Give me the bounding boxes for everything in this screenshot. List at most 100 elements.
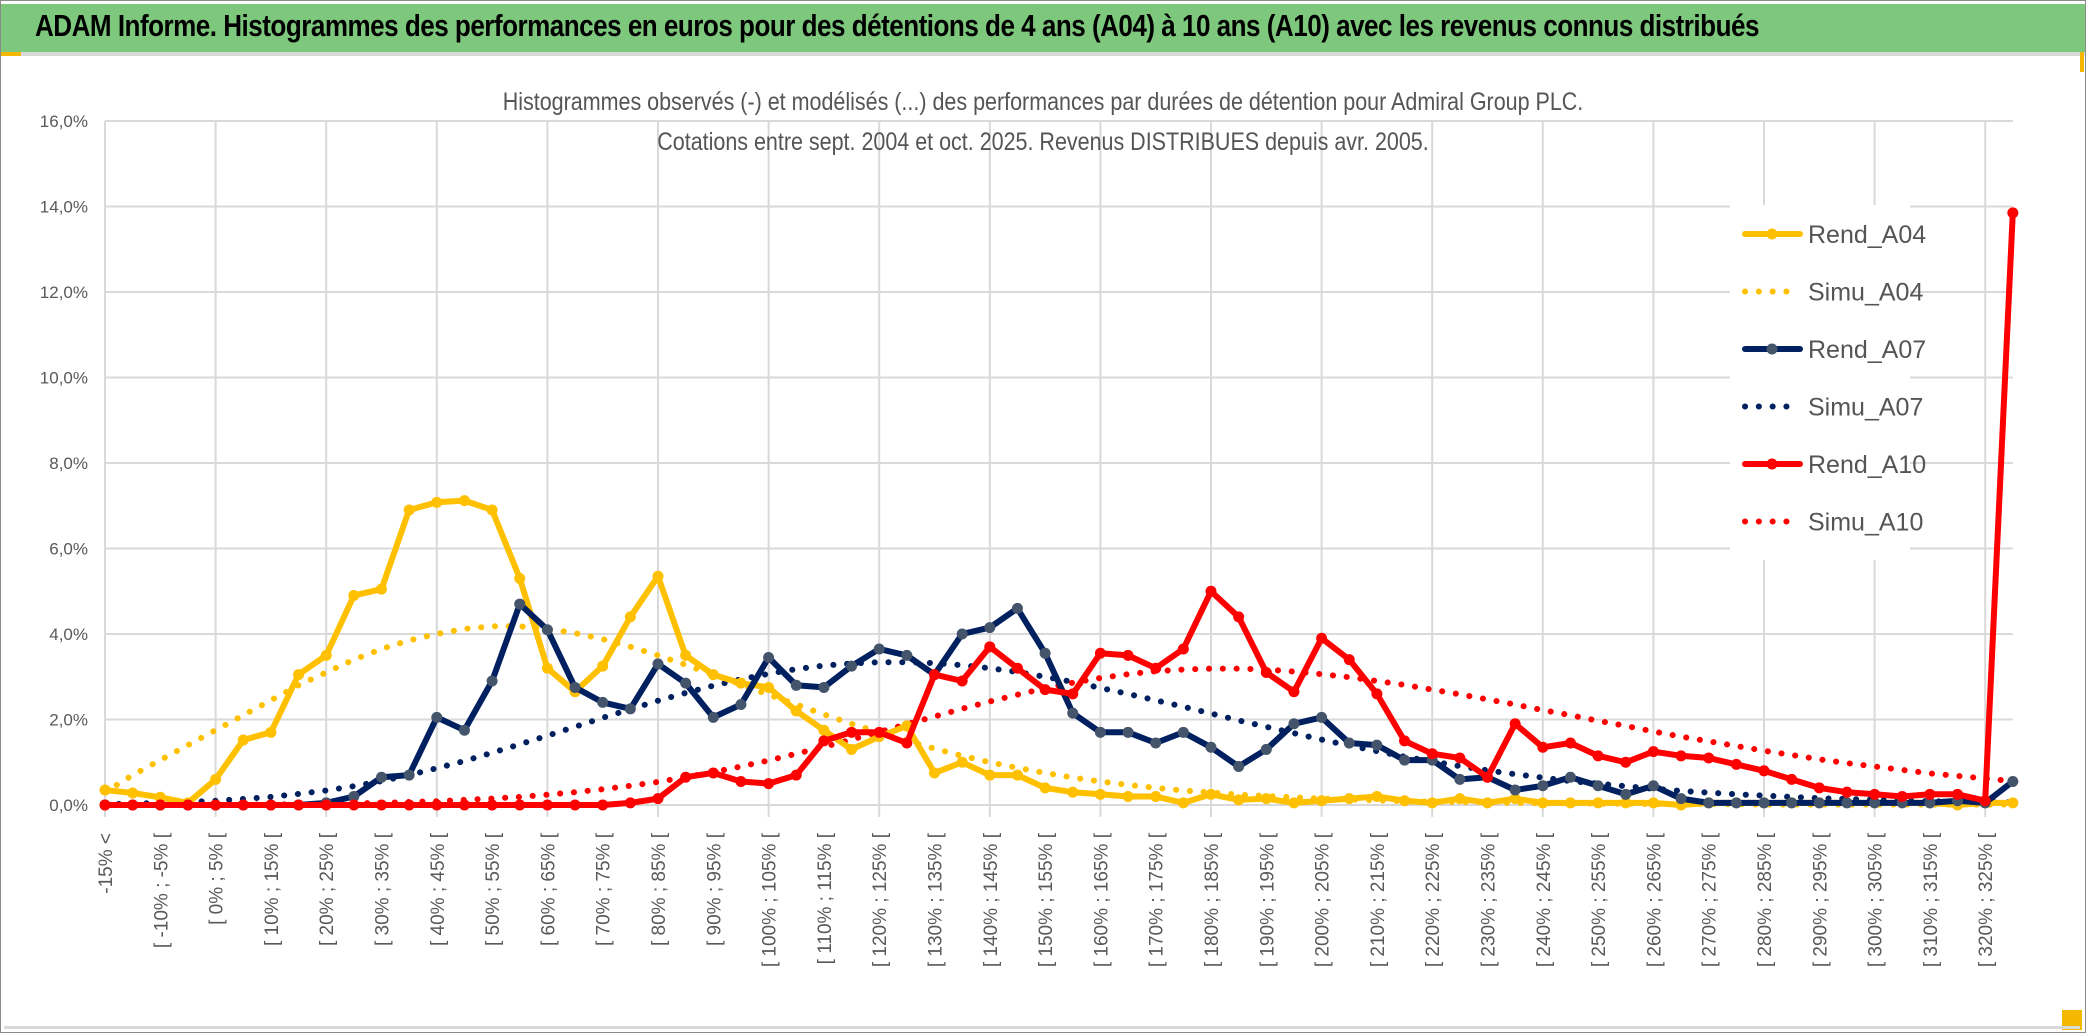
point-Rend_A07 [1011,602,1023,614]
point-Rend_A04 [597,660,609,672]
point-Rend_A07 [1094,726,1106,738]
point-Rend_A04 [1288,797,1300,809]
point-Rend_A10 [929,669,940,681]
point-Rend_A10 [1039,684,1051,696]
point-Rend_A07 [1620,788,1632,800]
point-Rend_A07 [1371,739,1383,751]
point-Rend_A10 [265,799,277,811]
point-Rend_A10 [956,675,968,687]
point-Rend_A07 [2007,775,2019,787]
point-Rend_A10 [1399,735,1411,747]
point-Rend_A04 [265,726,277,738]
point-Rend_A10 [846,726,858,738]
point-Rend_A04 [293,669,305,681]
x-tick-label: [ 100% ; 105% [ [760,832,781,967]
x-tick-label: [ 260% ; 265% [ [1644,832,1665,967]
page-title: ADAM Informe. Histogrammes des performan… [35,8,1759,43]
x-axis: -15% < [ -10% ; -5% [[ 0% ; 5% [[ 10% ; 1… [96,832,1997,967]
point-Rend_A04 [431,496,443,508]
point-Rend_A04 [652,570,664,582]
point-Rend_A07 [1730,797,1742,809]
point-Rend_A07 [1813,797,1825,809]
y-axis: 0,0% 2,0% 4,0% 6,0% 8,0% 10,0% 12,0% 14,0% 16,0% [40,112,88,815]
point-Rend_A10 [569,799,581,811]
point-Rend_A07 [735,699,747,711]
x-tick-label: [ 30% ; 35% [ [373,832,394,946]
selection-handle [2062,1010,2082,1030]
point-Rend_A10 [1979,795,1991,807]
point-Rend_A10 [1730,758,1742,770]
x-tick-label: [ 190% ; 195% [ [1257,832,1278,967]
point-Rend_A10 [431,799,443,811]
point-Rend_A10 [1482,771,1493,783]
point-Rend_A04 [1094,788,1106,800]
point-Rend_A10 [680,771,692,783]
point-Rend_A07 [1260,743,1272,755]
point-Rend_A07 [707,711,719,723]
point-Rend_A04 [2007,797,2019,809]
point-Rend_A10 [293,799,305,811]
point-Rend_A10 [901,737,913,749]
point-Rend_A10 [182,799,194,811]
point-Rend_A10 [1869,788,1881,800]
point-Rend_A07 [1841,797,1853,809]
point-Rend_A10 [1122,649,1134,661]
x-tick-label: [ 10% ; 15% [ [262,832,283,946]
point-Rend_A04 [99,784,111,796]
point-Rend_A07 [1703,797,1715,809]
point-Rend_A10 [624,797,636,809]
point-Rend_A07 [624,703,636,715]
point-Rend_A04 [1343,793,1355,805]
x-tick-label: [ 160% ; 165% [ [1091,832,1112,967]
point-Rend_A10 [984,641,996,653]
point-Rend_A10 [790,769,802,781]
y-tick-label: 10,0% [40,369,88,388]
point-Rend_A04 [486,504,498,516]
point-Rend_A10 [237,799,249,811]
point-Rend_A04 [1564,797,1576,809]
x-tick-label: [ 20% ; 25% [ [317,832,338,946]
point-Rend_A10 [1067,688,1079,700]
point-Rend_A10 [541,799,553,811]
point-Rend_A04 [1233,794,1245,806]
x-tick-label: [ 60% ; 65% [ [538,832,559,946]
x-tick-label: [ 70% ; 75% [ [594,832,615,946]
x-tick-label: [ 120% ; 125% [ [870,832,891,967]
point-Rend_A10 [1647,746,1659,758]
point-Rend_A04 [707,669,719,681]
point-Rend_A07 [763,652,775,664]
x-tick-label: [ 200% ; 205% [ [1313,832,1334,967]
legend-box [1730,205,1910,560]
point-Rend_A07 [458,724,470,736]
point-Rend_A04 [1537,797,1549,809]
point-Rend_A07 [873,643,885,655]
point-Rend_A07 [431,711,443,723]
point-Rend_A07 [818,681,830,693]
point-Rend_A10 [1205,585,1217,597]
y-tick-label: 8,0% [49,454,88,473]
chart-area [4,58,2080,1029]
point-Rend_A07 [680,677,692,689]
x-tick-label: [ 300% ; 305% [ [1866,832,1887,967]
x-tick-label: [ 290% ; 295% [ [1810,832,1831,967]
point-Rend_A10 [652,793,664,805]
point-Rend_A10 [1177,643,1189,655]
point-Rend_A04 [818,724,830,736]
point-Rend_A04 [1371,790,1383,802]
point-Rend_A07 [1343,737,1355,749]
legend: Rend_A04 Simu_A04 Rend_A07 Simu_A07 Rend_A10… [1730,205,1926,560]
point-Rend_A04 [154,791,166,803]
point-Rend_A10 [818,735,830,747]
point-Rend_A10 [1924,788,1936,800]
point-Rend_A07 [1509,784,1521,796]
point-Rend_A10 [1150,662,1162,674]
point-Rend_A10 [735,775,747,787]
point-Rend_A04 [210,773,222,785]
point-Rend_A10 [1592,750,1604,762]
legend-label: Rend_A07 [1808,336,1926,364]
point-Rend_A04 [1177,797,1189,809]
point-Rend_A10 [320,799,332,811]
point-Rend_A07 [956,628,968,640]
point-Rend_A07 [984,622,996,634]
selection-handle [2080,52,2084,72]
